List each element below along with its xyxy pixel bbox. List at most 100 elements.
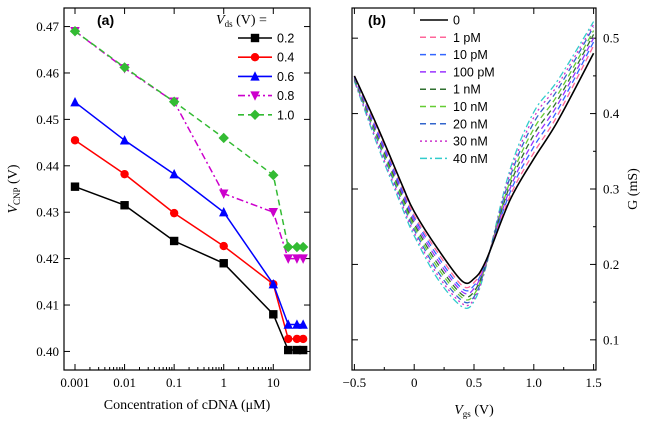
chart-panel-a: 0.400.410.420.430.440.450.460.470.001 0.0… — [6, 7, 311, 413]
data-point-a-0.6 — [292, 319, 302, 329]
data-point-a-0.8 — [298, 254, 308, 264]
x-tick-label-a: 10 — [267, 375, 280, 390]
x-tick-label-b: −0.5 — [343, 375, 367, 390]
series-line-a-1.0 — [74, 30, 304, 248]
legend-label-a-0.8: 0.8 — [277, 89, 294, 103]
x-tick-label-b: 1.5 — [585, 375, 601, 390]
legend-label-a-0.4: 0.4 — [277, 51, 294, 65]
data-point-a-0.6 — [169, 168, 179, 179]
x-axis-label-b: Vgs (V) — [454, 403, 494, 419]
x-label-b-main: V — [454, 403, 464, 418]
legend-label-b-8: 40 nM — [453, 152, 488, 166]
x-tick-label-b: 0.5 — [466, 375, 482, 390]
y-tick-label-a: 0.45 — [36, 112, 59, 127]
series-curve-b-0 — [353, 52, 595, 285]
legend-label-a-1.0: 1.0 — [277, 108, 294, 122]
y-tick-label-a: 0.43 — [36, 205, 59, 220]
data-point-a-0.2 — [292, 345, 302, 355]
data-point-a-0.8 — [283, 254, 293, 264]
legend-label-b-4: 1 nM — [453, 83, 481, 97]
legend-title-a: Vds (V) = — [216, 13, 267, 29]
y-tick-label-b: 0.1 — [603, 332, 619, 347]
series-curve-b-4 — [353, 34, 595, 298]
y-tick-label-b: 0.5 — [603, 31, 619, 46]
x-axis-label-a: Concentration of cDNA (μM) — [104, 398, 271, 413]
y-tick-label-a: 0.42 — [36, 251, 59, 266]
legend-marker-a-1.0 — [249, 109, 261, 120]
legend-marker-a-0.8 — [250, 91, 260, 101]
x-tick-label-b: 1.0 — [526, 375, 542, 390]
data-point-a-0.4 — [169, 208, 179, 218]
plot-frame-b — [351, 7, 597, 371]
data-point-a-1.0 — [283, 241, 294, 253]
panel-label-b: (b) — [368, 12, 386, 28]
data-point-a-0.6 — [70, 97, 80, 107]
data-point-a-0.4 — [219, 241, 228, 251]
series-curve-b-1 — [353, 45, 595, 289]
legend-title-a-main: V — [216, 13, 226, 28]
y-tick-label-a: 0.44 — [36, 158, 59, 173]
y-tick-label-a: 0.46 — [36, 65, 59, 80]
x-label-b-sub: gs — [463, 409, 472, 419]
data-point-a-0.2 — [169, 236, 179, 246]
y-tick-label-a: 0.41 — [36, 298, 59, 313]
legend-title-a-sub: ds — [225, 19, 234, 29]
data-point-a-0.2 — [120, 201, 129, 210]
legend-marker-a-0.4 — [250, 53, 260, 62]
data-point-a-1.0 — [218, 132, 229, 144]
panel-label-a: (a) — [97, 12, 114, 28]
series-curve-b-6 — [353, 26, 595, 304]
data-point-a-0.6 — [219, 207, 229, 217]
data-point-a-0.8 — [292, 254, 302, 264]
x-tick-label-a: 1 — [220, 375, 227, 390]
legend-label-b-0: 0 — [453, 14, 460, 28]
legend-label-b-3: 100 pM — [453, 65, 495, 79]
legend-label-b-6: 20 nM — [453, 117, 488, 131]
data-point-a-0.4 — [298, 334, 308, 344]
legend-label-b-7: 30 nM — [453, 135, 488, 149]
y-label-a-unit: (V) — [6, 164, 21, 187]
series-curve-b-3 — [353, 37, 595, 295]
legend-marker-a-0.2 — [250, 33, 260, 43]
data-point-a-0.4 — [292, 334, 302, 344]
legend-label-b-5: 10 nM — [453, 100, 488, 114]
legend-label-b-1: 1 pM — [453, 31, 481, 45]
series-line-a-0.8 — [74, 30, 304, 260]
data-point-a-0.6 — [119, 135, 130, 145]
data-point-a-1.0 — [268, 169, 279, 181]
y-label-a-sub: CNP — [12, 187, 22, 205]
data-point-a-1.0 — [119, 62, 130, 73]
data-point-a-0.6 — [283, 319, 293, 329]
data-point-a-0.2 — [284, 345, 293, 355]
data-point-a-0.2 — [269, 310, 278, 319]
x-tick-label-a: 0.001 — [60, 375, 89, 390]
data-point-a-0.2 — [298, 345, 308, 355]
data-point-a-1.0 — [69, 26, 81, 37]
data-point-a-1.0 — [168, 96, 180, 107]
y-tick-label-b: 0.2 — [603, 257, 619, 272]
y-tick-label-a: 0.47 — [36, 19, 59, 34]
data-point-a-0.6 — [298, 319, 308, 329]
data-point-a-0.8 — [219, 189, 229, 199]
legend-label-b-2: 10 pM — [453, 48, 488, 62]
series-curve-b-2 — [353, 41, 595, 292]
data-point-a-0.2 — [70, 182, 80, 191]
series-curve-b-7 — [353, 24, 595, 307]
x-tick-label-a: 0.1 — [166, 375, 182, 390]
data-point-a-0.2 — [219, 259, 228, 268]
legend-marker-a-0.6 — [250, 71, 260, 81]
series-curve-b-8 — [353, 21, 595, 309]
data-point-a-1.0 — [297, 241, 309, 253]
legend-label-a-0.2: 0.2 — [277, 32, 294, 46]
data-point-a-0.8 — [268, 208, 278, 218]
y-axis-label-b: G (mS) — [626, 168, 641, 210]
legend-title-a-rest: (V) = — [233, 13, 267, 28]
x-tick-label-b: 0 — [411, 375, 418, 390]
y-axis-label-a: VCNP (V) — [6, 164, 22, 213]
y-tick-label-b: 0.3 — [603, 182, 619, 197]
y-tick-label-a: 0.40 — [36, 344, 59, 359]
y-label-a-main: V — [6, 204, 21, 214]
plot-frame-a — [63, 7, 311, 371]
